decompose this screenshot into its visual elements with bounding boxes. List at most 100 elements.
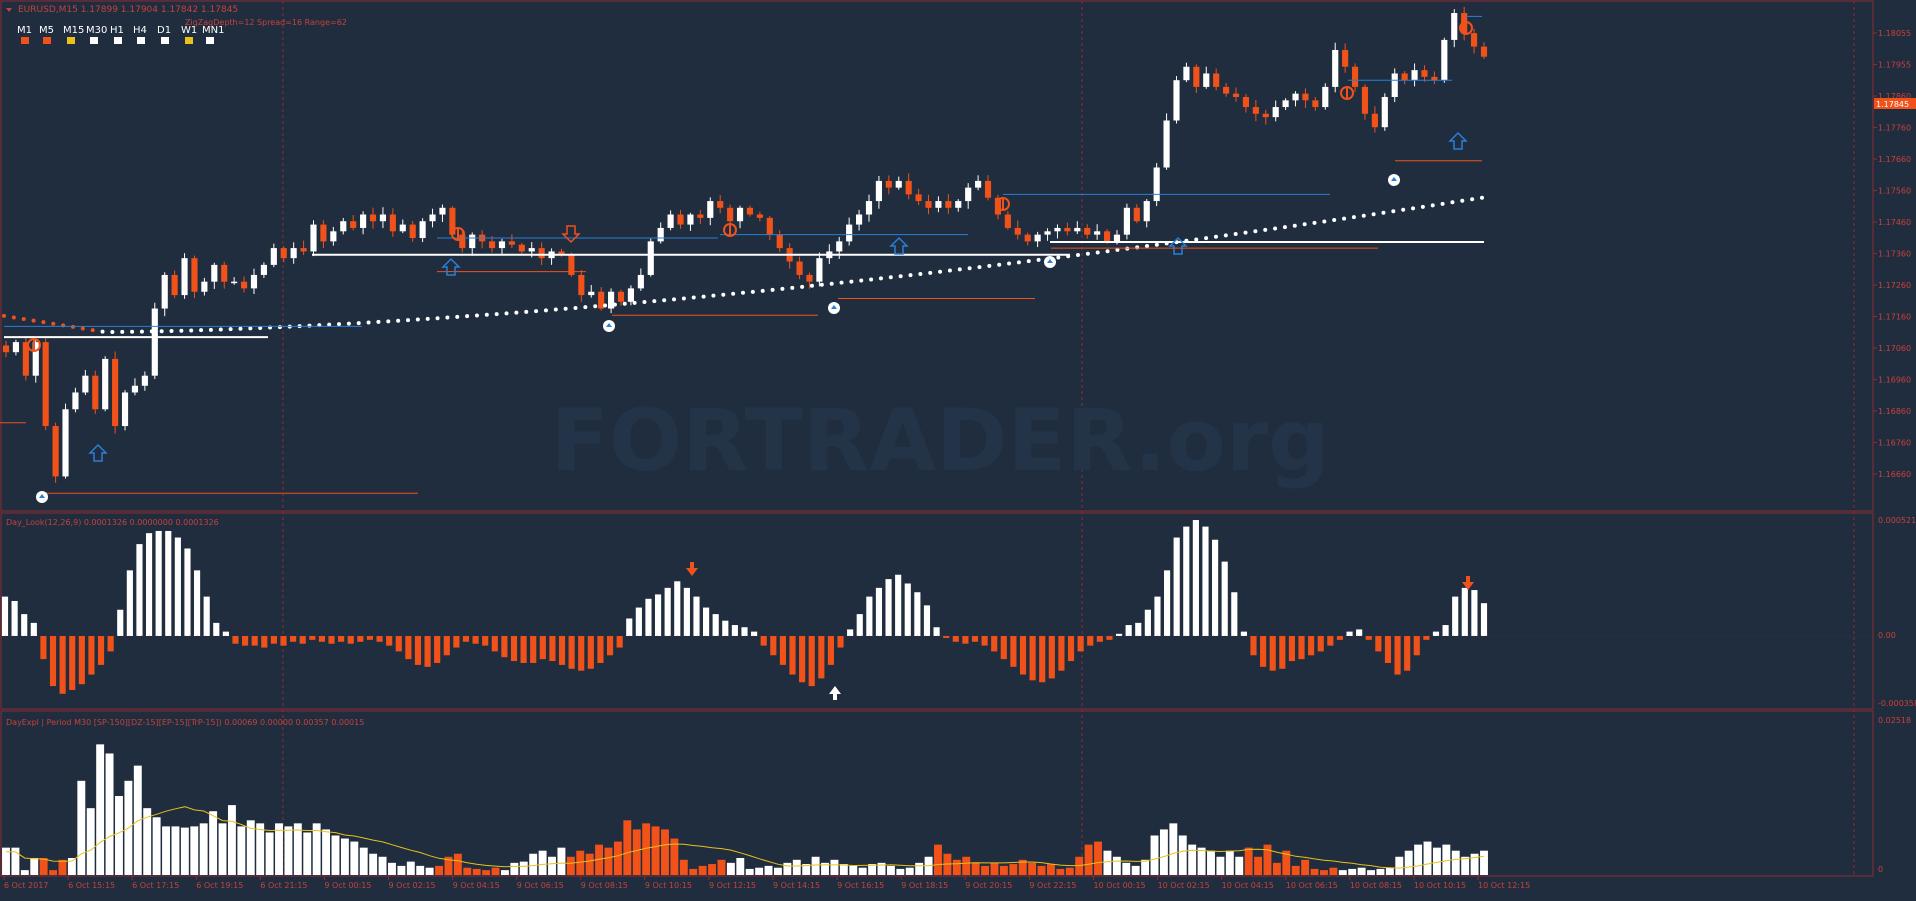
- volume-bar: [679, 859, 688, 875]
- candle-body: [399, 224, 406, 232]
- candle-body: [151, 308, 158, 376]
- volume-bar: [1084, 844, 1093, 875]
- buy-arrow-icon: [1168, 236, 1188, 255]
- volume-bar: [1338, 870, 1347, 875]
- oscillator-bar: [722, 620, 729, 636]
- oscillator-bar: [1413, 636, 1420, 656]
- volume-bar: [1480, 850, 1488, 875]
- moving-average-dot: [248, 326, 253, 331]
- moving-average-dot: [612, 302, 617, 307]
- time-axis-label: 9 Oct 22:15: [1029, 881, 1076, 890]
- volume-bar: [1461, 856, 1470, 875]
- oscillator-bar: [232, 636, 239, 644]
- oscillator-bar: [875, 587, 883, 636]
- oscillator-bar: [1192, 520, 1199, 636]
- moving-average-dot: [514, 310, 519, 315]
- oscillator-bar: [1394, 636, 1401, 675]
- oscillator-bar: [943, 636, 950, 638]
- volume-bar: [369, 853, 378, 875]
- collapse-icon: [6, 8, 12, 12]
- volume-bar: [689, 868, 698, 875]
- oscillator-bar: [1317, 636, 1324, 652]
- candle-body: [449, 207, 456, 235]
- oscillator-bar: [1000, 636, 1007, 660]
- moving-average-dot: [642, 300, 647, 305]
- oscillator-bar: [664, 587, 671, 636]
- oscillator-bar: [222, 631, 229, 636]
- moving-average-dot: [1016, 260, 1021, 265]
- oscillator-bar: [1067, 636, 1075, 662]
- moving-average-dot: [1233, 232, 1238, 237]
- moving-average-dot: [691, 295, 696, 300]
- oscillator-bar: [712, 614, 719, 636]
- moving-average-dot: [790, 285, 795, 290]
- candle-body: [419, 221, 426, 239]
- oscillator-bar: [184, 548, 191, 636]
- moving-average-dot: [553, 307, 558, 312]
- price-axis-label: 1.16960: [1878, 376, 1911, 385]
- candle-body: [776, 234, 783, 249]
- oscillator-axis-label: 0.00: [1878, 631, 1896, 640]
- candle-body: [895, 180, 902, 188]
- candle-body: [1123, 207, 1130, 235]
- volume-bar: [227, 805, 236, 875]
- volume-bar: [11, 847, 20, 875]
- volume-bar: [999, 865, 1008, 875]
- oscillator-bar: [280, 636, 287, 646]
- volume-bar: [868, 864, 877, 875]
- candle-body: [746, 207, 754, 215]
- moving-average-dot: [1371, 212, 1376, 217]
- candle-body: [1292, 93, 1299, 101]
- timeframe-label: M30: [86, 25, 107, 36]
- moving-average-dot: [1351, 215, 1356, 220]
- main-panel-frame: [0, 0, 1874, 512]
- volume-bar: [1103, 850, 1112, 875]
- volume-bar: [896, 868, 905, 875]
- moving-average-dot: [474, 313, 479, 318]
- moving-average-dot: [1194, 237, 1199, 242]
- oscillator-bar: [539, 636, 546, 660]
- moving-average-dot: [1154, 242, 1159, 247]
- timeframe-indicator: [161, 37, 169, 44]
- moving-average-dot: [543, 308, 548, 313]
- moving-average-dot: [859, 278, 864, 283]
- moving-average-dot: [800, 284, 805, 289]
- candle-body: [92, 375, 99, 410]
- volume-bar: [425, 867, 434, 875]
- oscillator-bar: [1039, 636, 1046, 683]
- candle-body: [32, 342, 39, 376]
- moving-average-dot: [1095, 250, 1100, 255]
- volume-bar: [1056, 868, 1065, 875]
- moving-average-dot: [1026, 259, 1031, 264]
- volume-bar: [39, 857, 48, 875]
- volume-bar: [886, 865, 895, 875]
- volume-bar: [340, 838, 349, 875]
- volume-bar: [1367, 870, 1375, 875]
- candle-body: [1054, 227, 1061, 232]
- moving-average-dot: [770, 287, 775, 292]
- oscillator-bar: [290, 636, 297, 642]
- moving-average-dot: [908, 273, 913, 278]
- volume-bar: [783, 862, 792, 875]
- oscillator-bar: [21, 614, 28, 636]
- oscillator-bar: [1115, 633, 1123, 636]
- volume-bar: [397, 865, 406, 875]
- volume-bar: [802, 864, 811, 875]
- candle-body: [637, 274, 644, 289]
- volume-bar: [77, 780, 86, 875]
- volume-bar: [265, 832, 274, 875]
- oscillator-bar: [1279, 636, 1286, 669]
- time-axis-label: 10 Oct 08:15: [1350, 881, 1402, 890]
- moving-average-dot: [208, 327, 213, 332]
- volume-bar: [246, 820, 255, 875]
- volume-bar: [830, 859, 839, 875]
- oscillator-bar: [30, 622, 37, 636]
- time-axis-label: 10 Oct 02:15: [1158, 881, 1210, 890]
- moving-average-dot: [41, 320, 46, 325]
- oscillator-bar: [1288, 636, 1295, 662]
- volume-bar: [491, 867, 500, 875]
- moving-average-dot: [898, 274, 903, 279]
- volume-bar: [651, 826, 660, 875]
- volume-bar: [209, 811, 218, 875]
- volume-bar: [67, 857, 76, 875]
